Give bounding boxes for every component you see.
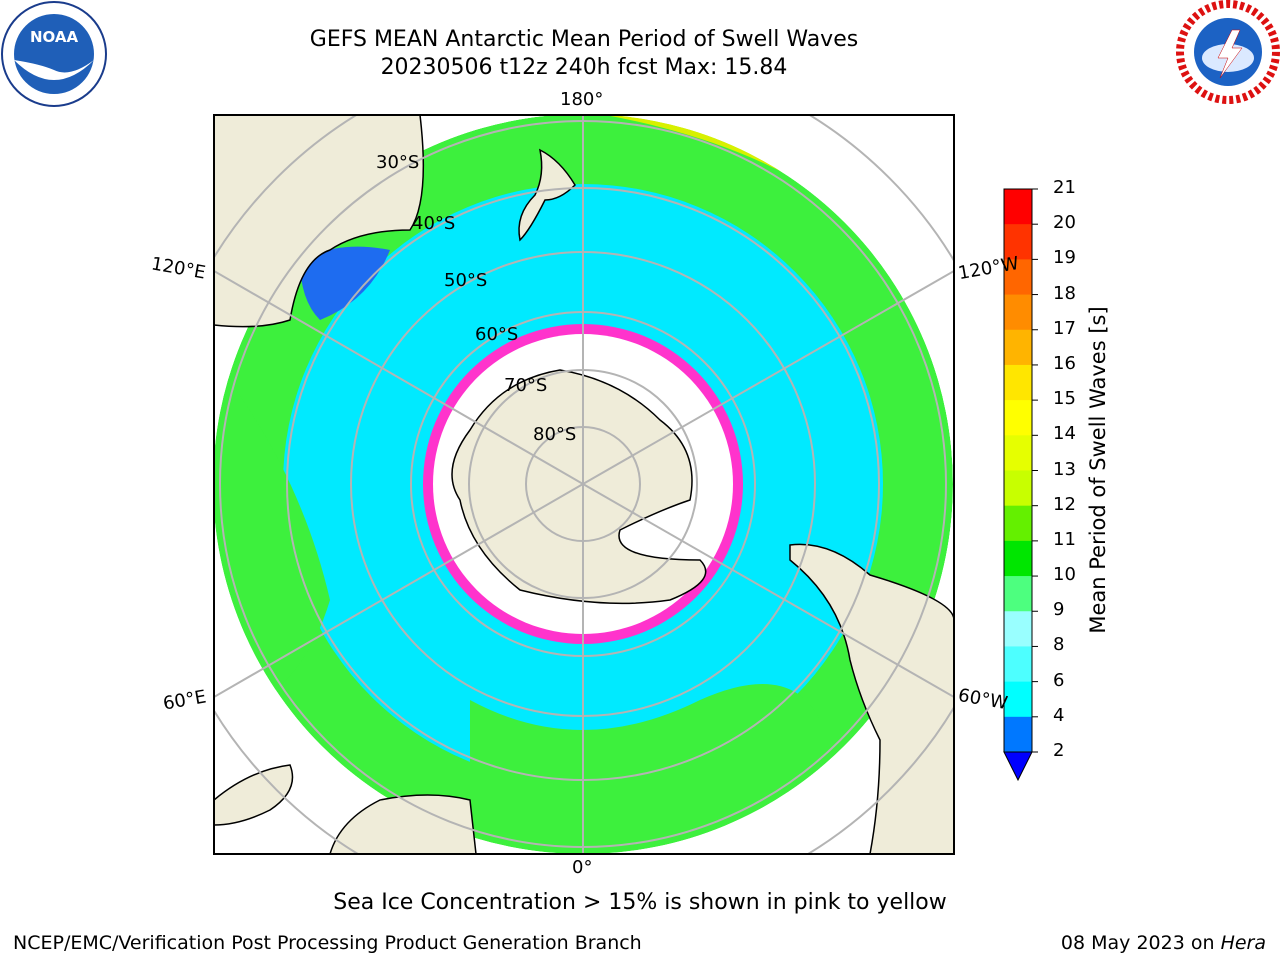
ocean-deep-blue-tasman [300,246,390,320]
footer-date-text: 08 May 2023 on [1060,932,1221,954]
colorbar-tick-label: 8 [1053,634,1065,656]
chart-subtitle: 20230506 t12z 240h fcst Max: 15.84 [380,55,788,80]
footer-branch: NCEP/EMC/Verification Post Processing Pr… [13,932,642,954]
colorbar-tick-label: 6 [1053,669,1065,691]
colorbar-tick-label: 18 [1053,282,1076,304]
colorbar-segment [1004,681,1032,718]
meridian-60w [582,483,954,698]
colorbar-tick-label: 17 [1053,317,1076,339]
colorbar-tick-label: 12 [1053,493,1076,515]
graticule [214,115,954,854]
land-africa [329,794,477,854]
meridian-120w [582,270,954,485]
colorbar-tick-label: 9 [1053,599,1065,621]
land-madagascar [214,764,294,826]
colorbar-segment [1004,505,1032,542]
colorbar-segment [1004,716,1032,753]
colorbar-tick-label: 2 [1053,740,1065,761]
lat-label-80s: 80°S [533,424,577,445]
colorbar-tick-label: 11 [1053,528,1076,550]
colorbar-tick-label: 16 [1053,352,1076,374]
colorbar-segment [1004,435,1032,471]
colorbar-extend-arrow [1003,751,1033,782]
lon-label-180: 180° [560,89,604,110]
chart-title: GEFS MEAN Antarctic Mean Period of Swell… [309,27,859,52]
colorbar-segment [1004,576,1032,612]
noaa-logo-text: NOAA [30,28,79,46]
colorbar-segment [1004,611,1032,647]
colorbar-tick-label: 10 [1053,564,1076,586]
footer-date: 08 May 2023 on Hera [1061,932,1266,954]
colorbar-segment [1004,224,1032,260]
ocean-swell-southeast-band [470,684,820,854]
nws-logo [1176,0,1280,104]
colorbar-segment [1004,540,1032,577]
colorbar-segment [1004,646,1032,683]
colorbar-segment [1004,364,1032,401]
lon-label-0: 0° [572,857,593,878]
colorbar [1003,188,1038,782]
colorbar-segment [1004,259,1032,296]
land-australia [214,115,425,328]
colorbar-tick-label: 15 [1053,388,1076,410]
lat-label-60s: 60°S [475,324,519,345]
colorbar-tick-label: 19 [1053,247,1076,269]
colorbar-segment [1004,294,1032,331]
colorbar-segment [1004,189,1032,225]
lat-label-30s: 30°S [376,152,420,173]
colorbar-segment [1004,470,1032,507]
sea-ice-note: Sea Ice Concentration > 15% is shown in … [333,890,947,915]
lat-label-40s: 40°S [412,213,456,234]
noaa-logo: NOAA [1,1,107,107]
colorbar-tick-label: 21 [1053,177,1076,198]
colorbar-tick-label: 13 [1053,458,1076,480]
meridian-60e [214,483,584,698]
colorbar-segment [1004,400,1032,436]
map-frame [213,114,955,855]
meridian-120e [214,270,584,485]
footer-host: Hera [1220,932,1266,954]
colorbar-tick-label: 14 [1053,423,1076,445]
colorbar-tick-label: 20 [1053,212,1076,234]
colorbar-label: Mean Period of Swell Waves [s] [1086,306,1110,634]
colorbar-segment [1004,329,1032,366]
colorbar-tick-label: 4 [1053,704,1065,726]
lat-label-70s: 70°S [504,375,548,396]
lat-label-50s: 50°S [444,270,488,291]
